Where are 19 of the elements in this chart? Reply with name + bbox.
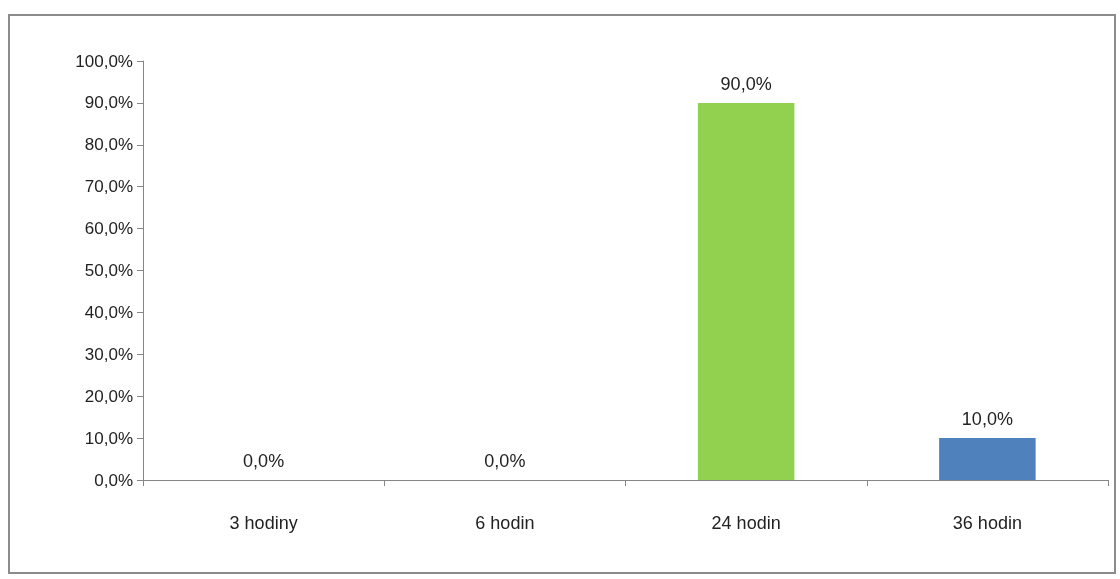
- data-label: 10,0%: [961, 409, 1013, 430]
- y-tick-label: 100,0%: [75, 51, 133, 71]
- x-tick-label: 6 hodin: [475, 513, 535, 533]
- y-tick-label: 80,0%: [84, 135, 133, 155]
- y-tick-label: 70,0%: [84, 177, 133, 197]
- data-label: 0,0%: [243, 451, 285, 471]
- x-tick-label: 3 hodiny: [229, 513, 298, 533]
- x-tick-label: 24 hodin: [711, 513, 781, 533]
- y-tick-label: 90,0%: [84, 93, 133, 113]
- data-label: 0,0%: [484, 451, 526, 471]
- y-tick-label: 20,0%: [84, 386, 133, 406]
- data-label: 90,0%: [720, 73, 772, 94]
- y-tick-label: 30,0%: [84, 344, 133, 364]
- y-tick-label: 60,0%: [84, 219, 133, 239]
- y-tick-label: 50,0%: [84, 261, 133, 280]
- x-tick-label: 36 hodin: [952, 513, 1022, 533]
- y-tick-label: 0,0%: [94, 470, 133, 490]
- y-tick-label: 40,0%: [84, 302, 133, 322]
- y-tick-label: 10,0%: [84, 428, 133, 448]
